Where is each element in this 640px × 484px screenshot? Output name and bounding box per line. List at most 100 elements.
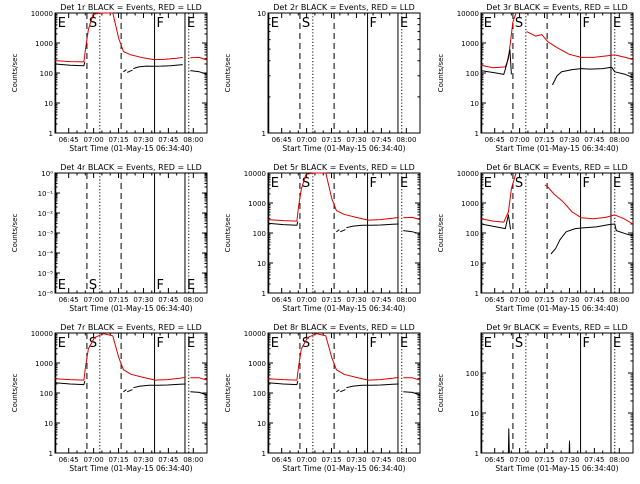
x-tick-label: 07:45 (584, 136, 604, 144)
y-tick-label: 10⁻⁶ (38, 290, 54, 298)
y-axis-label: Counts/sec (224, 374, 232, 413)
x-tick-label: 07:00 (84, 456, 104, 464)
x-tick-label: 07:30 (559, 136, 579, 144)
y-tick-label: 1000 (461, 40, 479, 48)
panel-title: Det 4r BLACK = Events, RED = LLD (60, 163, 202, 172)
series-line (480, 214, 512, 230)
y-tick-label: 10⁻⁵ (38, 270, 54, 278)
event-marker-label: E (484, 336, 492, 351)
series-line (190, 391, 208, 396)
y-tick-label: 10000 (457, 10, 479, 18)
x-tick-label: 08:00 (396, 456, 416, 464)
series-line (346, 223, 399, 229)
event-marker-label: E (187, 336, 195, 351)
plot-frame (267, 12, 421, 134)
x-tick-label: 08:00 (396, 136, 416, 144)
panel-title: Det 8r BLACK = Events, RED = LLD (273, 323, 415, 332)
event-marker-label: E (271, 336, 279, 351)
plot-frame (480, 172, 634, 294)
event-marker-label: E (400, 16, 408, 31)
event-marker-label: F (370, 16, 377, 31)
plot-frame (480, 332, 634, 454)
detector-panel: Det 9r BLACK = Events, RED = LLD 1 10 100 06… (437, 323, 634, 473)
event-marker-label: E (400, 176, 408, 191)
event-marker-label: E (613, 176, 621, 191)
y-tick-label: 10 (44, 420, 53, 428)
y-tick-label: 1 (475, 130, 479, 138)
x-tick-label: 07:30 (346, 136, 366, 144)
detector-panel: Det 4r BLACK = Events, RED = LLD 10⁻⁶ 10⁻⁵… (11, 163, 208, 313)
x-tick-label: 07:30 (133, 456, 153, 464)
event-marker-label: S (89, 278, 97, 293)
x-tick-label: 07:00 (510, 296, 530, 304)
series-line (267, 380, 299, 386)
plot-frame (267, 172, 421, 294)
x-tick-label: 06:45 (59, 296, 79, 304)
y-tick-label: 1000 (461, 200, 479, 208)
series-line (190, 70, 208, 75)
y-tick-label: 10000 (31, 10, 53, 18)
plot-frame (54, 12, 208, 134)
y-tick-label: 10000 (244, 170, 266, 178)
series-line (544, 184, 634, 225)
y-tick-label: 10⁻¹ (38, 190, 54, 198)
x-tick-label: 07:00 (297, 136, 317, 144)
y-tick-label: 10 (470, 100, 479, 108)
x-tick-label: 07:00 (84, 296, 104, 304)
x-tick-label: 07:15 (321, 456, 341, 464)
x-tick-label: 07:15 (108, 296, 128, 304)
y-tick-label: 10 (257, 420, 266, 428)
x-tick-label: 07:45 (158, 456, 178, 464)
y-tick-label: 10⁻⁴ (38, 250, 54, 258)
event-marker-label: S (515, 16, 523, 31)
event-marker-label: S (302, 336, 310, 351)
series-line (340, 389, 346, 393)
y-tick-label: 1 (262, 290, 266, 298)
y-tick-label: 1000 (248, 360, 266, 368)
y-axis-label: Counts/sec (11, 374, 19, 413)
event-marker-label: E (613, 16, 621, 31)
x-tick-label: 07:00 (297, 456, 317, 464)
y-tick-label: 10000 (457, 170, 479, 178)
event-marker-label: E (187, 278, 195, 293)
y-tick-label: 1 (49, 450, 53, 458)
x-tick-label: 07:30 (346, 296, 366, 304)
y-tick-label: 1000 (248, 200, 266, 208)
detector-panel: Det 2r BLACK = Events, RED = LLD 1 10 06:45… (224, 3, 421, 153)
y-tick-label: 100 (466, 230, 479, 238)
detector-panel: Det 1r BLACK = Events, RED = LLD 1 10 100 10… (11, 3, 208, 153)
panel-title: Det 3r BLACK = Events, RED = LLD (486, 3, 628, 12)
y-tick-label: 10 (257, 260, 266, 268)
x-tick-label: 07:00 (297, 296, 317, 304)
event-marker-label: E (484, 16, 492, 31)
series-line (336, 229, 340, 233)
x-tick-label: 08:00 (609, 136, 629, 144)
x-tick-label: 07:15 (108, 136, 128, 144)
event-marker-label: F (157, 278, 164, 293)
panel-title: Det 2r BLACK = Events, RED = LLD (273, 3, 415, 12)
x-axis-label: Start Time (01-May-15 06:34:40) (69, 464, 192, 473)
x-tick-label: 07:30 (559, 296, 579, 304)
event-marker-label: E (58, 336, 66, 351)
y-axis-label: Counts/sec (11, 214, 19, 253)
event-marker-label: S (302, 16, 310, 31)
series-line (403, 377, 421, 381)
series-line (568, 440, 571, 454)
x-axis-label: Start Time (01-May-15 06:34:40) (495, 304, 618, 313)
y-tick-label: 10000 (244, 330, 266, 338)
event-marker-label: F (157, 16, 164, 31)
series-line (551, 66, 634, 86)
event-marker-label: E (58, 278, 66, 293)
series-line (340, 229, 346, 233)
y-tick-label: 10⁰ (41, 170, 53, 178)
x-tick-label: 07:15 (534, 136, 554, 144)
series-line (133, 383, 186, 389)
series-line (346, 383, 399, 389)
x-tick-label: 06:45 (59, 456, 79, 464)
series-line (54, 333, 186, 381)
x-axis-label: Start Time (01-May-15 06:34:40) (495, 464, 618, 473)
y-axis-label: Counts/sec (224, 214, 232, 253)
y-tick-label: 10 (470, 410, 479, 418)
series-line (267, 333, 399, 381)
